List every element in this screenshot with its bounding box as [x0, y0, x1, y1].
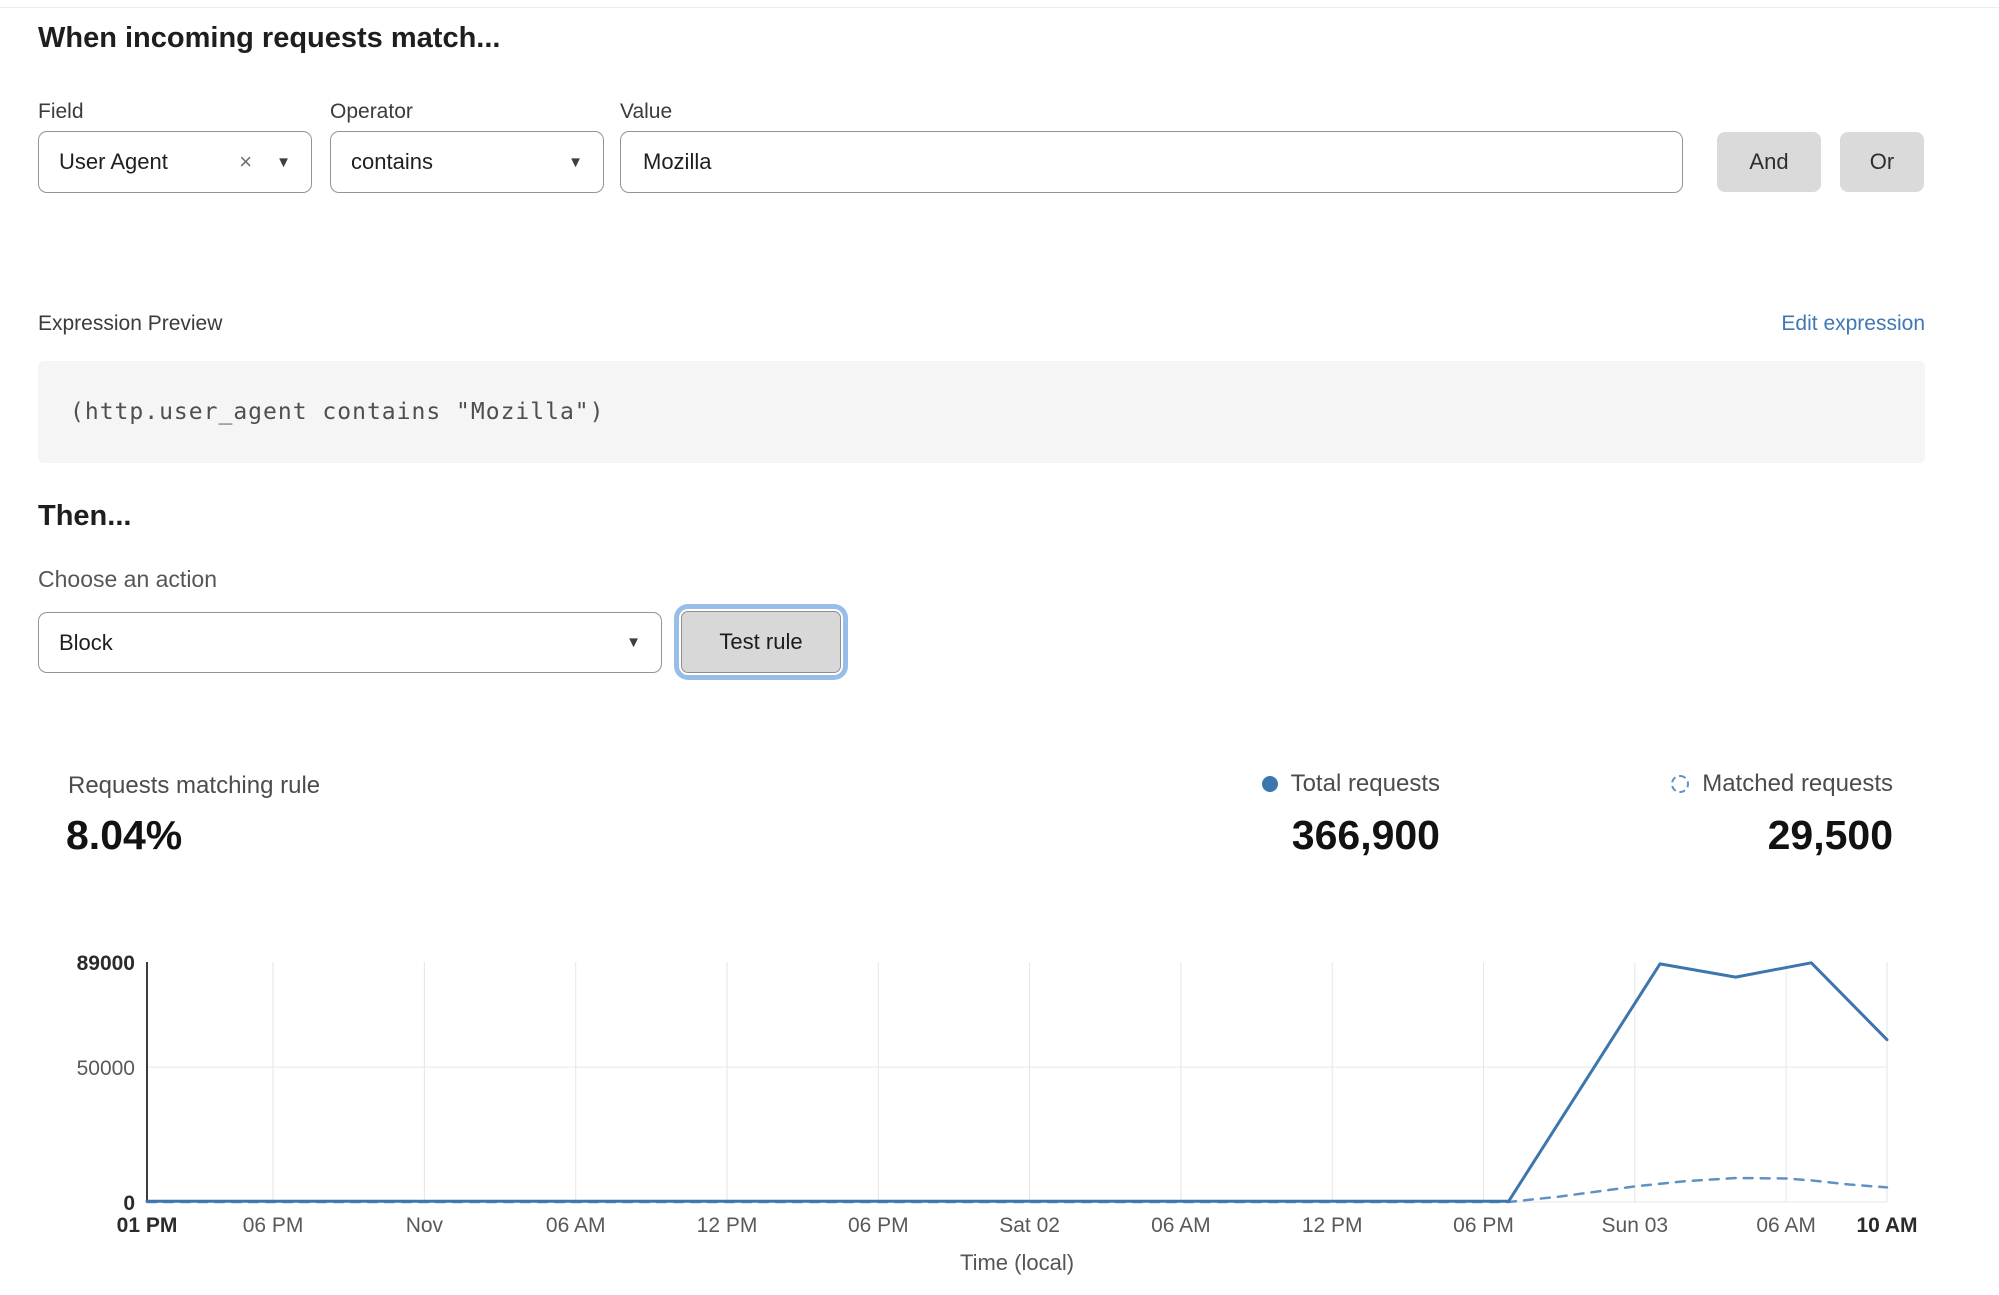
expression-preview-label: Expression Preview: [38, 312, 223, 335]
expression-code: (http.user_agent contains "Mozilla"): [70, 399, 605, 425]
requests-matching-value: 8.04%: [66, 812, 183, 858]
svg-text:89000: 89000: [77, 952, 135, 975]
matched-requests-label: Matched requests: [1702, 770, 1893, 797]
value-label: Value: [620, 100, 673, 123]
svg-text:Nov: Nov: [406, 1214, 444, 1237]
requests-chart: 0 50000 89000 01 PM 06 PM Nov 06 AM 12 PM 06 PM S…: [0, 940, 1999, 1295]
total-requests-value: 366,900: [1291, 812, 1440, 858]
svg-text:10 AM: 10 AM: [1856, 1214, 1917, 1237]
choose-action-label: Choose an action: [38, 566, 218, 592]
field-select-value: User Agent: [59, 149, 168, 174]
value-field-wrap: [620, 131, 1683, 193]
page-title: When incoming requests match...: [38, 22, 501, 54]
requests-matching-label: Requests matching rule: [68, 772, 321, 799]
total-requests-legend: Total requests: [1261, 770, 1440, 798]
clear-field-icon[interactable]: ×: [239, 149, 253, 174]
operator-label: Operator: [330, 100, 413, 123]
value-input[interactable]: [641, 148, 1662, 176]
svg-text:Time (local): Time (local): [960, 1250, 1074, 1275]
edit-expression-link[interactable]: Edit expression: [1781, 312, 1925, 335]
svg-text:06 PM: 06 PM: [1453, 1214, 1514, 1237]
chevron-down-icon: ▼: [568, 153, 583, 171]
operator-select[interactable]: contains ▼: [330, 131, 604, 193]
field-select[interactable]: User Agent × ▼: [38, 131, 312, 193]
field-label: Field: [38, 100, 84, 123]
action-select[interactable]: Block ▼: [38, 612, 662, 673]
svg-text:06 PM: 06 PM: [243, 1214, 304, 1237]
chevron-down-icon: ▼: [626, 634, 641, 651]
action-select-value: Block: [59, 629, 113, 655]
solid-dot-icon: [1261, 776, 1278, 792]
test-rule-button[interactable]: Test rule: [681, 611, 841, 673]
total-requests-label: Total requests: [1290, 770, 1440, 797]
svg-text:Sun 03: Sun 03: [1602, 1214, 1669, 1237]
svg-text:06 AM: 06 AM: [1151, 1214, 1211, 1237]
svg-text:12 PM: 12 PM: [1302, 1214, 1363, 1237]
matched-requests-value: 29,500: [1767, 812, 1893, 858]
svg-text:01 PM: 01 PM: [117, 1214, 178, 1237]
svg-text:06 AM: 06 AM: [1756, 1214, 1816, 1237]
expression-preview-box: (http.user_agent contains "Mozilla"): [38, 361, 1925, 463]
svg-text:50000: 50000: [77, 1057, 135, 1080]
dashed-circle-icon: [1671, 775, 1690, 793]
svg-text:06 PM: 06 PM: [848, 1214, 909, 1237]
svg-text:0: 0: [123, 1192, 135, 1215]
svg-text:12 PM: 12 PM: [697, 1214, 758, 1237]
matched-requests-legend: Matched requests: [1671, 770, 1893, 798]
chevron-down-icon: ▼: [276, 153, 291, 171]
then-heading: Then...: [38, 500, 132, 532]
top-divider: [0, 7, 1999, 8]
and-button[interactable]: And: [1717, 132, 1821, 192]
svg-text:Sat 02: Sat 02: [999, 1214, 1060, 1237]
or-button[interactable]: Or: [1840, 132, 1924, 192]
svg-text:06 AM: 06 AM: [546, 1214, 606, 1237]
operator-select-value: contains: [351, 149, 433, 174]
